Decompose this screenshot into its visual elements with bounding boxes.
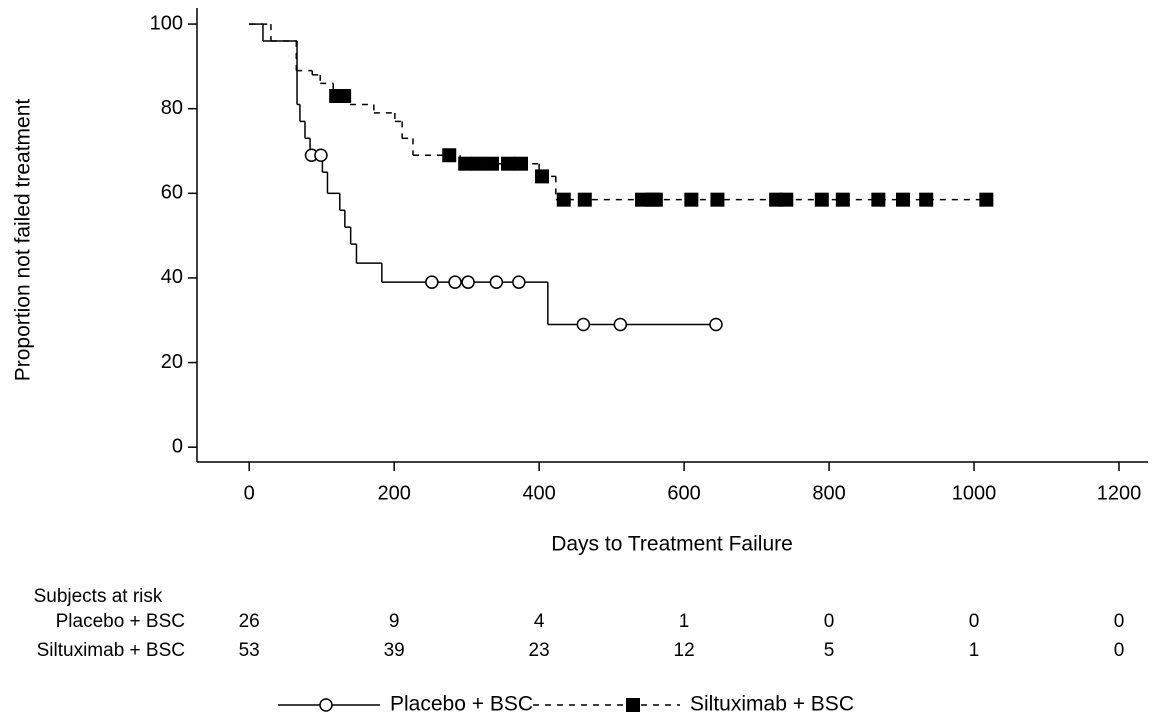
censor-marker: [314, 148, 328, 162]
legend-marker: [319, 698, 333, 712]
censor-marker: [710, 192, 725, 207]
censor-marker: [709, 317, 723, 332]
censor-marker: [576, 317, 591, 332]
censor-marker: [471, 156, 486, 171]
censor-marker: [514, 156, 529, 171]
x-tick-label: 800: [812, 482, 845, 504]
legend-marker: [626, 698, 640, 712]
risk-count: 0: [969, 611, 980, 632]
risk-count: 0: [824, 611, 835, 632]
censor-marker: [500, 156, 515, 171]
x-tick-label: 1200: [1097, 482, 1142, 504]
censor-marker: [489, 275, 504, 289]
risk-row-label: Siltuximab + BSC: [37, 640, 185, 661]
legend-label: Siltuximab + BSC: [690, 693, 854, 716]
censor-marker: [425, 275, 439, 289]
y-tick-label: 20: [161, 351, 183, 373]
risk-table-title: Subjects at risk: [34, 586, 163, 607]
risk-count: 1: [969, 640, 980, 661]
censor-marker: [556, 192, 571, 207]
censor-marker: [485, 156, 500, 171]
censor-marker: [919, 192, 934, 207]
risk-count: 0: [1114, 611, 1125, 632]
legend-label: Placebo + BSC: [390, 693, 533, 716]
y-tick-label: 0: [172, 435, 183, 457]
censor-marker: [512, 275, 526, 289]
risk-count: 1: [679, 611, 690, 632]
risk-count: 23: [529, 640, 550, 661]
x-tick-label: 0: [244, 482, 255, 504]
censor-marker: [648, 192, 663, 207]
risk-count: 5: [824, 640, 835, 661]
censor-marker: [535, 169, 550, 184]
censor-marker: [835, 192, 850, 207]
censor-marker: [577, 192, 592, 207]
x-tick-label: 200: [377, 482, 410, 504]
censor-marker: [458, 156, 473, 171]
censor-marker: [979, 192, 994, 207]
censor-marker: [442, 148, 457, 163]
censor-marker: [613, 317, 628, 332]
x-axis-label: Days to Treatment Failure: [551, 533, 793, 556]
x-tick-label: 400: [522, 482, 555, 504]
censor-marker: [814, 192, 829, 207]
risk-row-label: Placebo + BSC: [56, 611, 185, 632]
x-tick-label: 600: [667, 482, 700, 504]
risk-count: 53: [239, 640, 260, 661]
risk-count: 9: [389, 611, 400, 632]
risk-count: 0: [1114, 640, 1125, 661]
censor-marker: [779, 192, 794, 207]
y-tick-label: 80: [161, 97, 183, 119]
risk-count: 26: [239, 611, 260, 632]
y-axis-label: Proportion not failed treatment: [12, 99, 35, 382]
censor-marker: [896, 192, 911, 207]
censor-marker: [448, 275, 462, 289]
censor-marker: [684, 192, 699, 207]
y-tick-label: 60: [161, 182, 183, 204]
censor-marker: [871, 192, 886, 207]
risk-count: 4: [534, 611, 545, 632]
censor-marker: [461, 275, 475, 289]
risk-count: 39: [384, 640, 405, 661]
x-tick-label: 1000: [952, 482, 997, 504]
risk-count: 12: [674, 640, 695, 661]
censor-marker: [337, 89, 352, 104]
y-tick-label: 100: [150, 12, 183, 34]
y-tick-label: 40: [161, 266, 183, 288]
